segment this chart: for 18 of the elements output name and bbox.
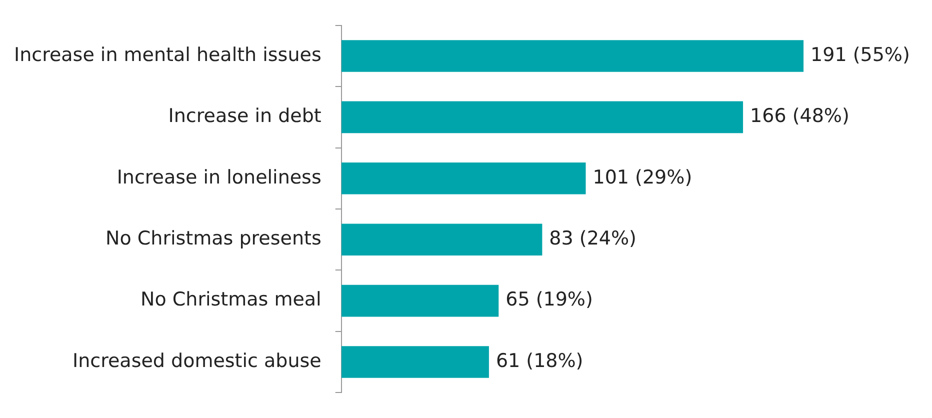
data-label: 65 (19%) [506,288,593,311]
data-label: 83 (24%) [549,228,636,250]
bar [341,346,489,378]
bar [341,162,586,194]
data-label: 191 (55%) [810,44,910,66]
bar [341,40,804,72]
bar [341,284,499,317]
data-label: 166 (48%) [750,105,850,128]
y-tick-label: Increase in debt [168,105,322,128]
y-tick-label: Increase in loneliness [116,166,322,188]
y-tick-label: Increased domestic abuse [72,350,322,372]
bar [341,224,542,256]
bar [341,101,744,134]
data-label: 101 (29%) [592,166,692,188]
y-tick-label: Increase in mental health issues [14,44,322,66]
y-tick-label: No Christmas meal [140,288,322,311]
data-label: 61 (18%) [496,350,584,372]
y-tick-label: No Christmas presents [106,228,322,250]
